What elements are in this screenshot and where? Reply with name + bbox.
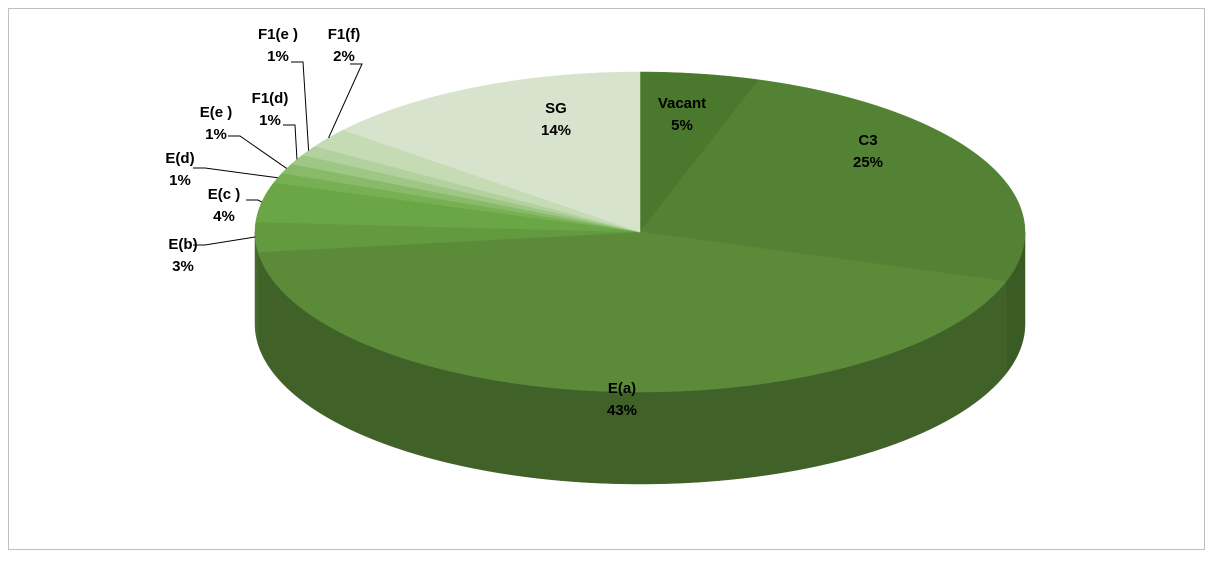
value-label: 3%	[172, 258, 194, 275]
pie-slice	[257, 231, 1007, 393]
category-label: SG	[545, 100, 567, 117]
leader-line	[283, 124, 298, 160]
value-label: 1%	[267, 48, 289, 65]
category-label: E(b)	[168, 236, 197, 253]
category-label: F1(d)	[252, 90, 289, 107]
category-label: E(d)	[165, 150, 194, 167]
leader-line	[193, 167, 278, 179]
leader-line	[193, 236, 256, 246]
category-label: F1(f)	[328, 26, 361, 43]
leader-line	[328, 63, 363, 139]
pie-slice	[639, 79, 1026, 282]
category-label: F1(e )	[258, 26, 298, 43]
value-label: 1%	[259, 112, 281, 129]
value-label: 4%	[213, 208, 235, 225]
leader-line	[246, 199, 263, 203]
category-label: C3	[858, 132, 877, 149]
pie-slice	[255, 182, 641, 233]
category-label: E(a)	[608, 380, 636, 397]
value-label: 43%	[607, 402, 637, 419]
pie-slice	[639, 71, 760, 233]
value-label: 1%	[205, 126, 227, 143]
value-label: 25%	[853, 154, 883, 171]
category-label: E(c )	[208, 186, 241, 203]
category-label: Vacant	[658, 95, 706, 112]
value-label: 2%	[333, 48, 355, 65]
value-label: 14%	[541, 122, 571, 139]
value-label: 5%	[671, 117, 693, 134]
pie-slice	[342, 71, 641, 233]
leader-line	[291, 61, 310, 151]
category-label: E(e )	[200, 104, 233, 121]
leader-line	[228, 135, 287, 169]
value-label: 1%	[169, 172, 191, 189]
